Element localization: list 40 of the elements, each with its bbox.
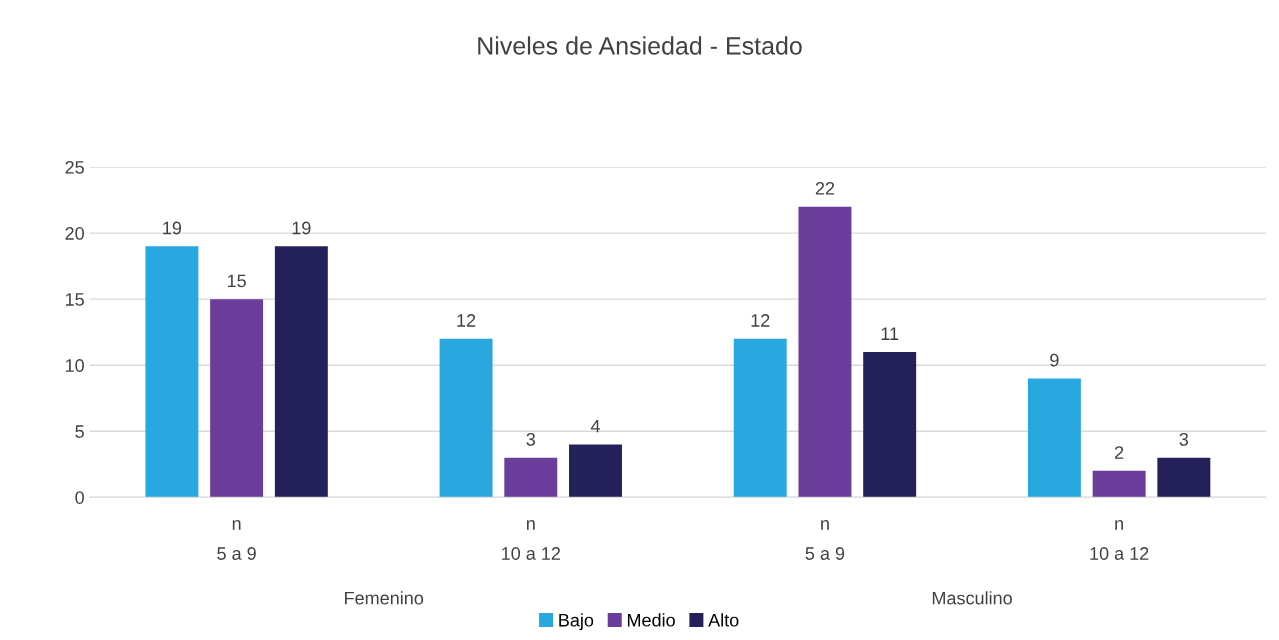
data-label: 12 xyxy=(457,314,476,327)
x-tick-label: n 5 a 9 xyxy=(805,520,845,560)
bar xyxy=(863,351,917,498)
text: Masculino xyxy=(932,591,1012,605)
bar xyxy=(1092,470,1146,498)
data-label: 12 xyxy=(751,314,770,327)
data-label: 2 xyxy=(1115,446,1124,459)
data-label: 4 xyxy=(590,419,600,433)
legend-label: Medio xyxy=(627,613,675,627)
chart-title: Niveles de Ansiedad - Estado xyxy=(478,36,802,55)
y-tick-label: 15 xyxy=(65,293,84,306)
x-tick-label: n 10 a 12 xyxy=(502,520,560,560)
x-tick-label: n 5 a 9 xyxy=(217,520,256,560)
data-label: 15 xyxy=(227,274,246,288)
y-tick-label: 10 xyxy=(65,359,84,372)
bar xyxy=(504,457,558,498)
bar xyxy=(145,246,199,498)
bar xyxy=(210,299,264,498)
data-label: 22 xyxy=(815,181,835,195)
data-label: 9 xyxy=(1050,353,1059,367)
x-tick-label: n 10 a 12 xyxy=(1090,520,1149,560)
bar xyxy=(1027,378,1081,498)
bar xyxy=(798,206,852,498)
y-tick-label: 0 xyxy=(75,491,84,504)
bar xyxy=(569,444,622,498)
text: Femenino xyxy=(345,591,424,605)
bar xyxy=(1157,457,1211,498)
legend-label: Alto xyxy=(708,613,739,627)
bar xyxy=(439,338,493,498)
data-label: 3 xyxy=(526,432,536,446)
bar xyxy=(733,338,787,498)
data-label: 3 xyxy=(1179,432,1189,446)
data-label: 11 xyxy=(881,327,899,340)
data-label: 19 xyxy=(292,221,311,235)
bar xyxy=(274,246,328,498)
data-label: 19 xyxy=(163,221,182,235)
y-tick-label: 25 xyxy=(65,160,84,174)
legend-label: Bajo xyxy=(559,613,594,631)
y-tick-label: 20 xyxy=(65,227,84,240)
y-tick-label: 5 xyxy=(75,425,84,438)
